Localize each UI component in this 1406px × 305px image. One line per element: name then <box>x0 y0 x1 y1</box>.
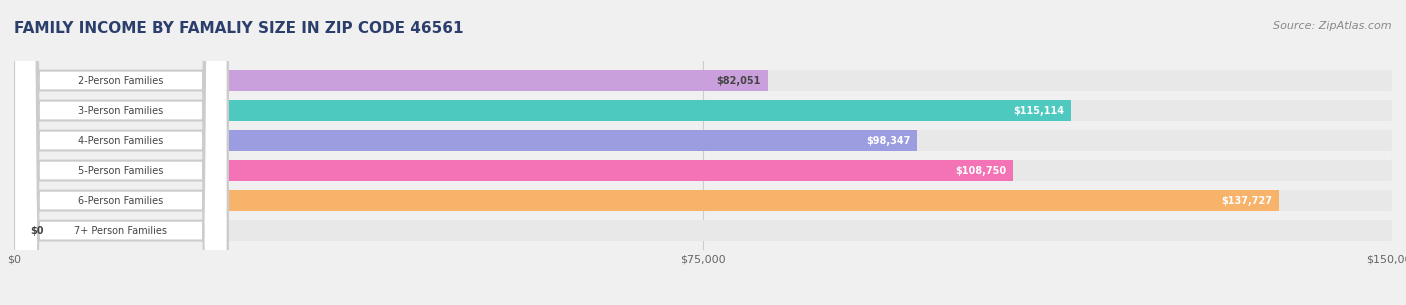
Text: 5-Person Families: 5-Person Families <box>79 166 163 176</box>
Bar <box>14 130 1392 151</box>
Text: 2-Person Families: 2-Person Families <box>79 76 163 85</box>
Text: $108,750: $108,750 <box>955 166 1007 176</box>
FancyBboxPatch shape <box>14 0 228 305</box>
Text: FAMILY INCOME BY FAMALIY SIZE IN ZIP CODE 46561: FAMILY INCOME BY FAMALIY SIZE IN ZIP COD… <box>14 21 464 36</box>
Text: 6-Person Families: 6-Person Families <box>79 196 163 206</box>
Text: Source: ZipAtlas.com: Source: ZipAtlas.com <box>1274 21 1392 31</box>
Bar <box>14 220 1392 241</box>
Bar <box>14 70 1392 91</box>
FancyBboxPatch shape <box>14 0 228 305</box>
Bar <box>14 190 1279 211</box>
FancyBboxPatch shape <box>14 0 228 305</box>
Text: $115,114: $115,114 <box>1014 106 1064 116</box>
Bar <box>14 70 768 91</box>
Bar <box>14 130 918 151</box>
Text: $98,347: $98,347 <box>866 135 911 145</box>
Bar <box>14 190 1392 211</box>
Text: 4-Person Families: 4-Person Families <box>79 135 163 145</box>
Text: $137,727: $137,727 <box>1222 196 1272 206</box>
Text: $0: $0 <box>31 226 44 235</box>
Bar <box>14 160 1012 181</box>
FancyBboxPatch shape <box>14 0 228 305</box>
Text: $82,051: $82,051 <box>717 76 761 85</box>
Bar <box>14 100 1392 121</box>
Text: 3-Person Families: 3-Person Families <box>79 106 163 116</box>
Bar <box>14 160 1392 181</box>
FancyBboxPatch shape <box>14 0 228 305</box>
Text: 7+ Person Families: 7+ Person Families <box>75 226 167 235</box>
Bar <box>14 100 1071 121</box>
FancyBboxPatch shape <box>14 0 228 305</box>
